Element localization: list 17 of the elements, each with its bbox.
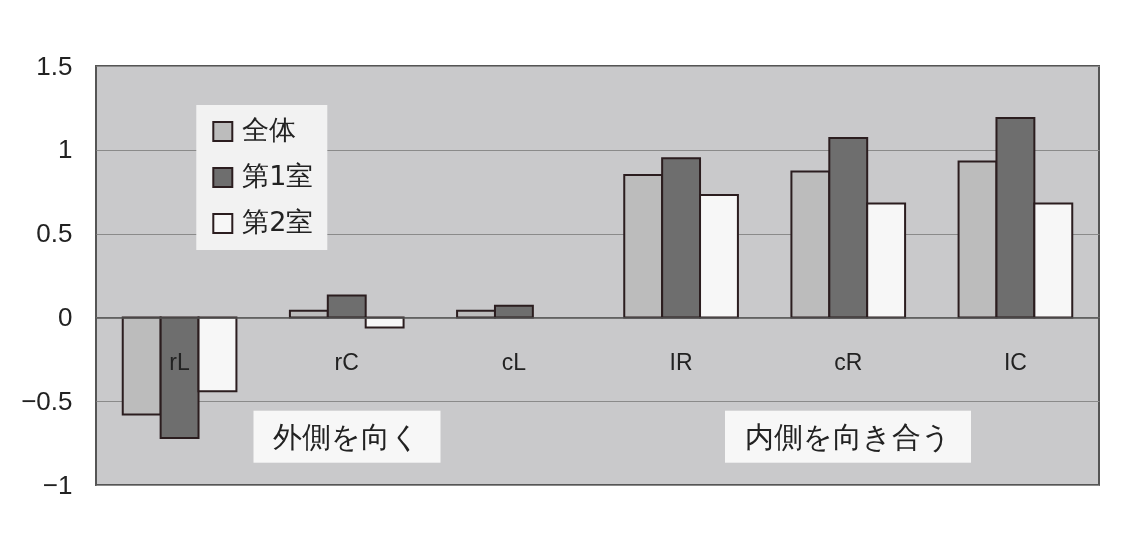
annotation: 内側を向き合う <box>725 410 972 464</box>
legend-label: 全体 <box>242 114 297 146</box>
x-tick-label: IC <box>1003 348 1027 375</box>
y-tick-label: 1 <box>58 134 73 165</box>
x-tick-label: IR <box>669 348 693 375</box>
x-tick-label: cL <box>501 348 527 375</box>
legend-label: 第1室 <box>242 160 314 192</box>
y-tick-label: 1.5 <box>36 50 73 81</box>
x-tick-label: rL <box>169 348 191 375</box>
annotation: 外側を向く <box>253 410 441 464</box>
y-tick-label: −1 <box>42 469 73 500</box>
y-tick-label: 0.5 <box>36 218 73 249</box>
legend-label: 第2室 <box>242 206 314 238</box>
y-tick-label: −0.5 <box>21 385 73 416</box>
y-tick-label: 0 <box>58 301 73 332</box>
x-tick-label: cR <box>834 348 863 375</box>
x-tick-label: rC <box>334 348 359 375</box>
